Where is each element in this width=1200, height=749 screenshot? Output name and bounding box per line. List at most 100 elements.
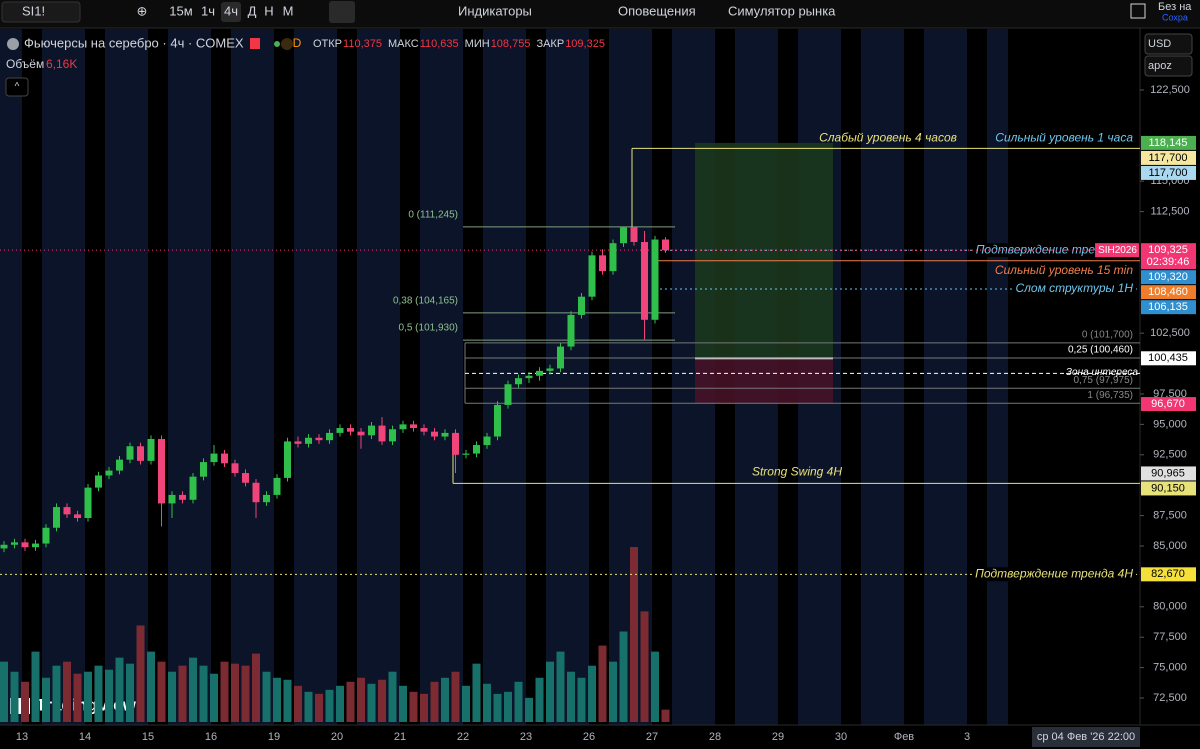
candle-body	[546, 368, 554, 371]
legend-title: Фьючерсы на серебро · 4ч · COMEX	[24, 35, 244, 50]
price-label: 90,965	[1151, 467, 1185, 479]
session-band	[126, 29, 148, 725]
volume-bar	[441, 677, 449, 722]
volume-bar	[420, 693, 428, 722]
volume-bar	[168, 671, 176, 722]
interval[interactable]: М	[283, 3, 294, 18]
volume-bar	[178, 665, 187, 722]
toolbar	[0, 0, 1200, 28]
indicators[interactable]: Индикаторы	[458, 3, 532, 18]
candle-body	[74, 514, 81, 519]
session-band	[609, 29, 630, 725]
volume-bar	[10, 671, 19, 722]
session-band	[504, 29, 526, 725]
replay[interactable]: Симулятор рынка	[728, 3, 836, 18]
candle-body	[473, 445, 480, 454]
collapse-button[interactable]	[5, 77, 29, 97]
x-tick-label: 3	[964, 731, 970, 743]
volume-label: Объём	[6, 57, 44, 71]
volume-bar	[651, 651, 659, 722]
volume-bar	[52, 665, 61, 722]
currency-box[interactable]	[1144, 33, 1193, 55]
price-label-box	[1141, 270, 1196, 285]
price-label-box	[1141, 285, 1196, 300]
volume-bar	[399, 685, 407, 722]
y-tick-label: 75,000	[1153, 662, 1187, 674]
candle-body	[557, 346, 564, 369]
interval[interactable]: Н	[264, 3, 273, 18]
x-tick-label: 21	[394, 731, 406, 743]
scale-mode-box[interactable]	[1144, 55, 1193, 77]
symbol-tag-bg	[1095, 243, 1139, 258]
candle-body	[630, 227, 638, 242]
volume-bar	[598, 645, 607, 722]
volume-bar	[126, 663, 134, 722]
volume-bar	[115, 657, 124, 722]
collapse-icon[interactable]: ^	[15, 82, 20, 93]
candle-body	[483, 436, 491, 446]
volume-bar	[609, 661, 617, 722]
alerts[interactable]: Оповещения	[618, 3, 696, 18]
interval[interactable]: 4ч	[224, 3, 238, 18]
current-price: 109,325	[1148, 244, 1188, 256]
volume-bar	[430, 681, 439, 722]
flag	[250, 38, 260, 49]
interval-active	[221, 2, 241, 22]
symbol-search[interactable]	[1, 1, 81, 23]
account[interactable]: Без на	[1158, 1, 1192, 13]
price-label: 108,460	[1148, 286, 1188, 298]
volume-bar	[661, 709, 670, 722]
fullscreen[interactable]	[1130, 3, 1146, 19]
symbol[interactable]: SI1!	[22, 3, 45, 18]
countdown: 02:39:46	[1147, 256, 1190, 268]
volume-bar	[147, 651, 155, 722]
session-band	[483, 29, 504, 725]
x-tick-label: 22	[457, 731, 469, 743]
candle-body	[410, 424, 417, 429]
zone-label: Зона интереса	[1066, 367, 1139, 378]
chart-type[interactable]	[329, 1, 355, 23]
volume-bar	[325, 689, 334, 722]
volume-bar	[336, 685, 344, 722]
save[interactable]: Сохра	[1162, 12, 1188, 22]
candle-body	[420, 428, 428, 432]
candle-body	[189, 476, 197, 500]
symbol-icon	[7, 38, 19, 50]
volume-bar	[451, 671, 460, 722]
volume-bar	[483, 683, 491, 722]
candle-body	[284, 441, 291, 478]
y-tick-label: 92,500	[1153, 449, 1187, 461]
interval[interactable]: 15м	[169, 3, 192, 18]
ohlc-value: 109,325	[565, 38, 605, 50]
session-band	[294, 29, 315, 725]
level-label: Подтверждение тренда 4H	[975, 566, 1133, 580]
candle-body	[305, 437, 312, 444]
candle-body	[515, 378, 522, 385]
ohlc-value: 110,635	[420, 38, 459, 50]
candle-body	[368, 425, 375, 436]
dot	[274, 41, 280, 47]
currency[interactable]: USD	[1148, 38, 1171, 50]
candle-body	[567, 314, 575, 347]
volume-bar	[472, 663, 481, 722]
price-label-box	[1141, 351, 1196, 366]
price-label: 100,435	[1148, 352, 1188, 364]
price-label-box	[1141, 300, 1196, 315]
ohlc-label: ЗАКР	[536, 38, 564, 50]
scale-mode[interactable]: apoz	[1148, 60, 1172, 72]
volume-bar	[567, 671, 575, 722]
add-symbol[interactable]: ⊕	[137, 3, 148, 18]
interval[interactable]: Д	[248, 3, 257, 18]
candle-body	[158, 438, 165, 504]
badge-bg	[281, 38, 293, 50]
candle-body	[620, 227, 627, 244]
interval[interactable]: 1ч	[201, 3, 215, 18]
volume-bar	[378, 679, 386, 722]
session-band	[378, 29, 400, 725]
level-label-bg	[1012, 281, 1136, 296]
x-tick-label: 23	[520, 731, 532, 743]
candle-body	[641, 241, 648, 320]
volume-bar	[588, 665, 596, 722]
candle-body	[126, 446, 134, 460]
volume-bar	[231, 663, 239, 722]
